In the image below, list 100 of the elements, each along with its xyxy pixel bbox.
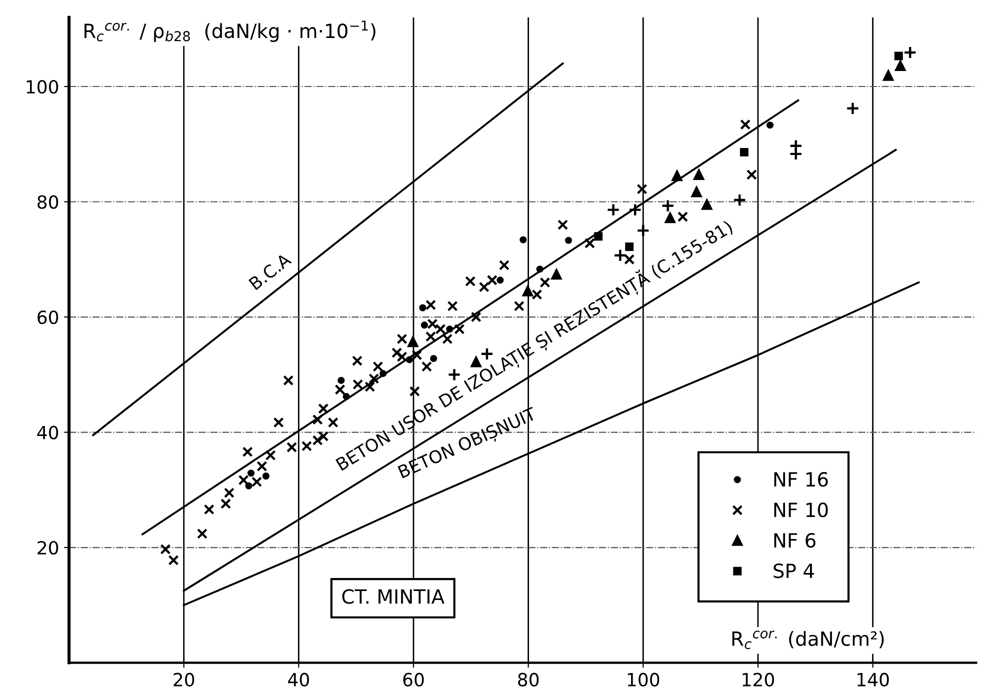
x-tick-label: 140 [858, 672, 889, 686]
point [564, 236, 572, 244]
point [204, 504, 214, 515]
point [661, 199, 674, 212]
point [224, 487, 234, 498]
point [160, 544, 171, 555]
x-tick-label: 60 [403, 672, 424, 686]
point [425, 300, 436, 310]
point [334, 384, 346, 395]
point [262, 472, 270, 480]
x-tick-label: 120 [742, 672, 774, 686]
point [702, 199, 712, 210]
point [486, 274, 498, 286]
point [498, 260, 510, 270]
x-tick-label: 40 [288, 672, 309, 686]
x-axis-title: R$_{c}$$^{cor.}$ (daN/cm²) [732, 630, 884, 650]
point [265, 450, 276, 461]
point [442, 334, 453, 344]
y-axis-title: R$_{c}$$^{cor.}$ / ρ$_{b28}$ (daN/kg · m·10$^{−1}$) [84, 20, 376, 42]
point [312, 414, 323, 425]
point [740, 148, 748, 156]
point [520, 236, 527, 244]
y-tick-label: 100 [26, 80, 58, 94]
point [196, 528, 208, 539]
annotation: CT. MINTIA [342, 589, 444, 604]
point [364, 381, 376, 392]
point [245, 482, 252, 490]
point [903, 46, 917, 60]
point [283, 375, 294, 386]
point [636, 184, 648, 194]
point [168, 554, 179, 566]
point [318, 431, 329, 442]
point [584, 238, 596, 249]
point [301, 440, 312, 452]
point [425, 331, 436, 342]
point [420, 322, 428, 329]
point [470, 312, 482, 322]
point [883, 70, 894, 81]
point [273, 417, 284, 428]
point [732, 193, 746, 207]
point [251, 476, 262, 488]
point [352, 379, 364, 390]
y-tick-label: 40 [37, 426, 58, 440]
point [220, 498, 232, 509]
point [636, 224, 650, 238]
point [419, 304, 426, 312]
point [624, 254, 635, 265]
point [514, 300, 524, 312]
point [318, 403, 329, 414]
point [789, 147, 803, 161]
point [691, 186, 702, 198]
point [614, 248, 627, 262]
point [557, 220, 568, 230]
y-tick-label: 60 [38, 310, 58, 324]
point [532, 289, 542, 300]
point [628, 203, 642, 216]
point [396, 351, 408, 362]
x-tick-label: 80 [518, 672, 539, 686]
point [895, 60, 906, 72]
point [454, 324, 465, 334]
point [522, 286, 534, 296]
point [338, 376, 345, 384]
point [392, 347, 402, 358]
y-tick-label: 80 [38, 195, 58, 209]
point [594, 232, 603, 241]
point [396, 334, 408, 344]
point [672, 170, 682, 182]
point [242, 446, 253, 458]
point [408, 336, 418, 348]
x-tick-label: 100 [628, 672, 660, 686]
y-tick-label: 20 [38, 540, 58, 555]
point [435, 324, 446, 334]
legend-label: NF 10 [774, 502, 828, 518]
point [247, 470, 255, 477]
legend-label: SP 4 [774, 563, 814, 578]
point [894, 52, 903, 60]
point [625, 242, 634, 251]
point [746, 169, 757, 180]
x-tick-label: 20 [174, 672, 194, 686]
point [427, 318, 438, 330]
legend-label: NF 6 [774, 533, 816, 548]
point [496, 276, 504, 284]
point [540, 277, 550, 288]
point [368, 373, 380, 384]
point [846, 102, 860, 116]
point [740, 119, 751, 130]
point [421, 361, 432, 372]
point [328, 417, 338, 428]
point [409, 386, 420, 397]
point [238, 474, 249, 486]
legend-label: NF 16 [774, 472, 828, 487]
point [447, 300, 458, 312]
point [372, 361, 384, 372]
point [478, 282, 490, 292]
point [286, 442, 298, 453]
point [430, 354, 438, 362]
point [766, 122, 774, 129]
point [352, 356, 363, 366]
point [606, 203, 620, 216]
point [256, 460, 268, 472]
